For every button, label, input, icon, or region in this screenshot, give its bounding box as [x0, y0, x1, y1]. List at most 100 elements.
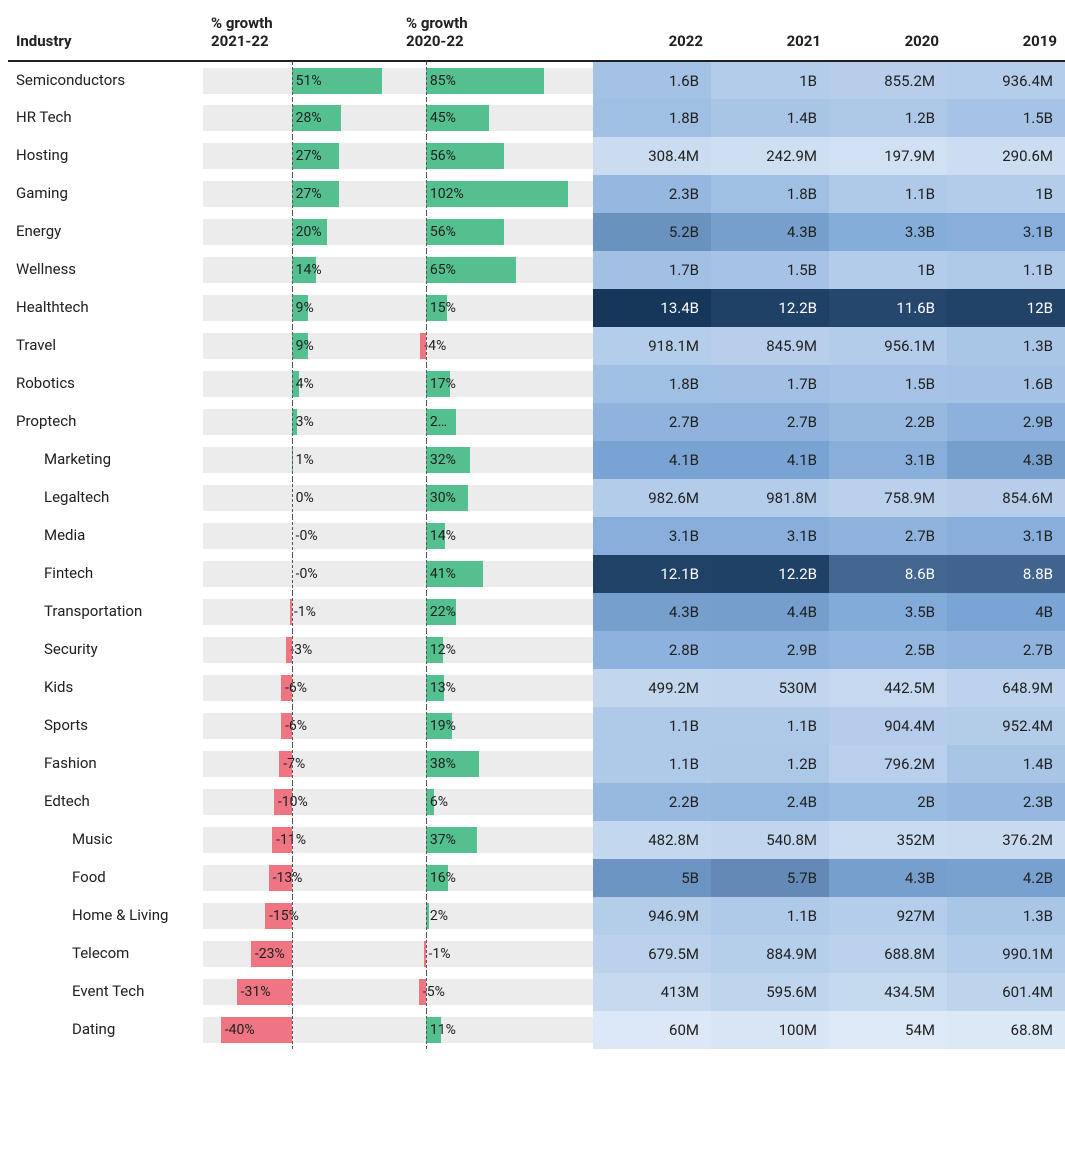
industry-cell: Marketing — [8, 441, 203, 479]
bar-zero-line — [292, 593, 293, 631]
value-cell-y2022: 60M — [593, 1011, 711, 1049]
table-row: Transportation-1%22%4.3B4.4B3.5B4B — [8, 593, 1065, 631]
growth-20-22-cell: 102% — [398, 175, 593, 213]
value-cell-y2021: 1.7B — [711, 365, 829, 403]
bar-zero-line — [292, 973, 293, 1011]
value-cell-y2021: 1.4B — [711, 99, 829, 137]
bar-zero-line — [292, 137, 293, 175]
value-cell-y2022: 2.7B — [593, 403, 711, 441]
bar-zero-line — [426, 783, 427, 821]
col-header-industry[interactable]: Industry — [8, 8, 203, 61]
bar-zero-line — [292, 251, 293, 289]
value-cell-y2020: 904.4M — [829, 707, 947, 745]
growth-20-22-cell: -4% — [398, 327, 593, 365]
bar-label-g21-22: -0% — [292, 523, 322, 549]
value-cell-y2020: 442.5M — [829, 669, 947, 707]
bar-label-g20-22: 30% — [426, 485, 460, 511]
bar-label-g21-22: 3% — [292, 409, 318, 435]
col-header-2019[interactable]: 2019 — [947, 8, 1065, 61]
value-cell-y2021: 1.8B — [711, 175, 829, 213]
col-header-2020[interactable]: 2020 — [829, 8, 947, 61]
bar-label-g21-22: 28% — [292, 105, 326, 131]
bar-zero-line — [292, 62, 293, 100]
value-cell-y2022: 2.3B — [593, 175, 711, 213]
value-cell-y2019: 2.9B — [947, 403, 1065, 441]
industry-cell: Kids — [8, 669, 203, 707]
value-cell-y2020: 11.6B — [829, 289, 947, 327]
bar-label-g21-22: 9% — [292, 295, 318, 321]
value-cell-y2021: 530M — [711, 669, 829, 707]
table-row: Food-13%16%5B5.7B4.3B4.2B — [8, 859, 1065, 897]
bar-label-g20-22: 2% — [426, 903, 452, 929]
value-cell-y2019: 12B — [947, 289, 1065, 327]
bar-label-g20-22: 12% — [426, 637, 460, 663]
value-cell-y2022: 2.2B — [593, 783, 711, 821]
growth-20-22-cell: 14% — [398, 517, 593, 555]
industry-cell: Robotics — [8, 365, 203, 403]
growth-21-22-cell: -13% — [203, 859, 398, 897]
bar-zero-line — [292, 897, 293, 935]
bar-label-g21-22: -6% — [281, 713, 311, 739]
value-cell-y2022: 4.3B — [593, 593, 711, 631]
col-header-2022[interactable]: 2022 — [593, 8, 711, 61]
value-cell-y2022: 982.6M — [593, 479, 711, 517]
value-cell-y2022: 679.5M — [593, 935, 711, 973]
growth-21-22-cell: -7% — [203, 745, 398, 783]
bar-label-g20-22: 37% — [426, 827, 460, 853]
col-header-2021[interactable]: 2021 — [711, 8, 829, 61]
value-cell-y2021: 1.2B — [711, 745, 829, 783]
industry-cell: Edtech — [8, 783, 203, 821]
bar-zero-line — [292, 99, 293, 137]
value-cell-y2022: 1.7B — [593, 251, 711, 289]
bar-label-g21-22: 4% — [292, 371, 318, 397]
growth-20-22-cell: 65% — [398, 251, 593, 289]
industry-cell: Fintech — [8, 555, 203, 593]
growth-20-22-cell: 15% — [398, 289, 593, 327]
value-cell-y2019: 1.3B — [947, 327, 1065, 365]
value-cell-y2021: 1.5B — [711, 251, 829, 289]
value-cell-y2021: 4.4B — [711, 593, 829, 631]
growth-20-22-cell: 11% — [398, 1011, 593, 1049]
value-cell-y2019: 4B — [947, 593, 1065, 631]
growth-21-22-cell: 4% — [203, 365, 398, 403]
growth-21-22-cell: -6% — [203, 669, 398, 707]
bar-label-g20-22: 13% — [426, 675, 460, 701]
value-cell-y2020: 3.1B — [829, 441, 947, 479]
value-cell-y2022: 946.9M — [593, 897, 711, 935]
growth-20-22-cell: -5% — [398, 973, 593, 1011]
industry-growth-table: Industry % growth 2021-22 % growth 2020-… — [8, 8, 1065, 1049]
table-row: Robotics4%17%1.8B1.7B1.5B1.6B — [8, 365, 1065, 403]
value-cell-y2022: 413M — [593, 973, 711, 1011]
table-row: Wellness14%65%1.7B1.5B1B1.1B — [8, 251, 1065, 289]
col-header-growth-20-22[interactable]: % growth 2020-22 — [398, 8, 593, 61]
bar-zero-line — [292, 555, 293, 593]
growth-21-22-cell: -40% — [203, 1011, 398, 1049]
bar-label-g20-22: 102% — [426, 181, 468, 207]
growth-21-22-cell: -11% — [203, 821, 398, 859]
col-header-growth-21-22[interactable]: % growth 2021-22 — [203, 8, 398, 61]
industry-cell: Proptech — [8, 403, 203, 441]
growth-21-22-cell: 1% — [203, 441, 398, 479]
value-cell-y2019: 290.6M — [947, 137, 1065, 175]
industry-cell: Hosting — [8, 137, 203, 175]
industry-cell: Dating — [8, 1011, 203, 1049]
value-cell-y2019: 8.8B — [947, 555, 1065, 593]
growth-20-22-cell: 2% — [398, 897, 593, 935]
growth-20-22-cell: 13% — [398, 669, 593, 707]
bar-zero-line — [292, 479, 293, 517]
value-cell-y2022: 1.1B — [593, 745, 711, 783]
bar-zero-line — [292, 403, 293, 441]
value-cell-y2022: 308.4M — [593, 137, 711, 175]
growth-20-22-cell: 16% — [398, 859, 593, 897]
value-cell-y2020: 855.2M — [829, 61, 947, 99]
industry-cell: Semiconductors — [8, 61, 203, 99]
table-row: Telecom-23%-1%679.5M884.9M688.8M990.1M — [8, 935, 1065, 973]
value-cell-y2019: 601.4M — [947, 973, 1065, 1011]
value-cell-y2019: 854.6M — [947, 479, 1065, 517]
value-cell-y2021: 12.2B — [711, 555, 829, 593]
value-cell-y2019: 3.1B — [947, 213, 1065, 251]
value-cell-y2021: 1B — [711, 61, 829, 99]
bar-zero-line — [426, 289, 427, 327]
bar-label-g20-22: 19% — [426, 713, 460, 739]
table-row: Home & Living-15%2%946.9M1.1B927M1.3B — [8, 897, 1065, 935]
